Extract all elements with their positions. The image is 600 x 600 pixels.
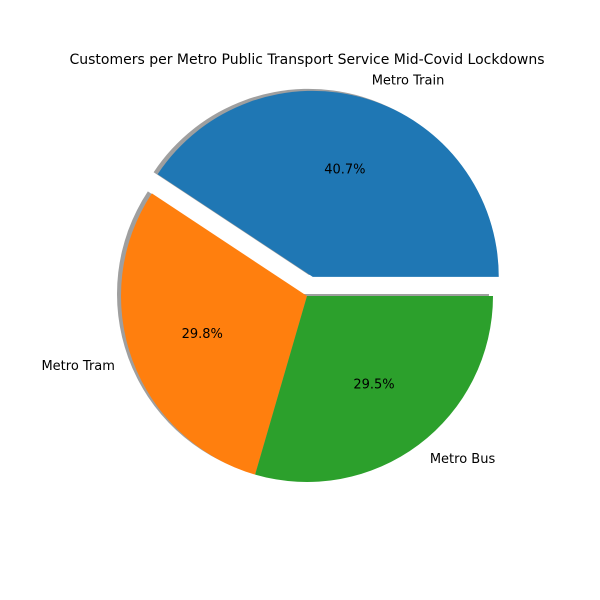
slice-label-metro-tram: Metro Tram <box>41 359 114 374</box>
slice-label-metro-bus: Metro Bus <box>430 452 496 467</box>
label-layer: Metro Train 40.7% Metro Tram 29.8% Metro Bus… <box>41 73 495 467</box>
slice-pct-metro-train: 40.7% <box>324 162 365 177</box>
slice-layer <box>120 90 499 482</box>
slice-pct-metro-bus: 29.5% <box>353 378 394 393</box>
slice-pct-metro-tram: 29.8% <box>182 327 223 342</box>
chart-title: Customers per Metro Public Transport Ser… <box>69 52 544 68</box>
slice-metro-train <box>157 90 499 277</box>
slice-label-metro-train: Metro Train <box>372 73 445 88</box>
slice-metro-bus <box>255 296 493 482</box>
slice-metro-tram <box>120 193 307 475</box>
